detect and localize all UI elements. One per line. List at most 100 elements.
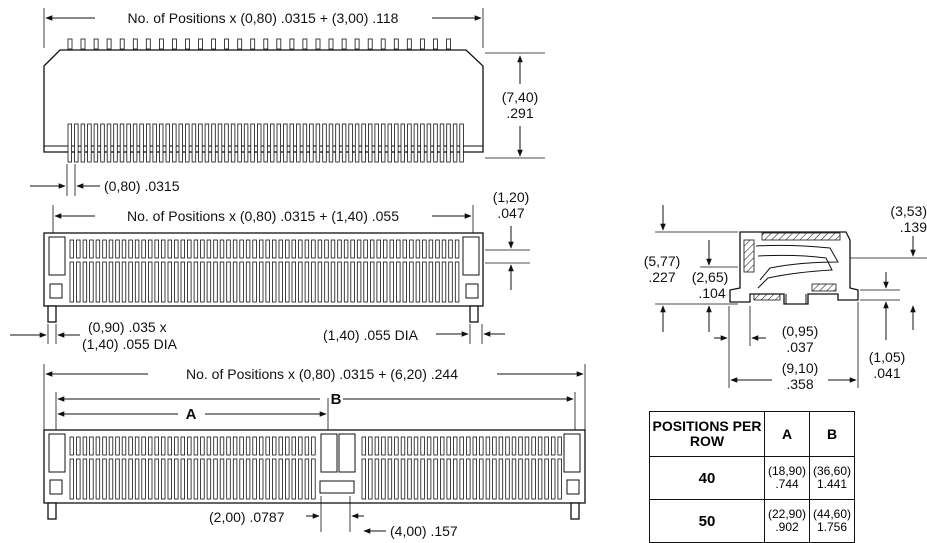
pin	[256, 123, 262, 163]
pin	[337, 261, 342, 303]
pin	[518, 436, 523, 456]
pin	[67, 123, 72, 163]
pin	[439, 436, 445, 456]
pin	[291, 239, 296, 259]
pin	[396, 239, 401, 259]
pin	[544, 436, 549, 456]
pin	[296, 123, 301, 163]
pin	[459, 436, 464, 456]
pin	[200, 458, 205, 500]
pin	[211, 123, 216, 163]
pin	[285, 239, 290, 259]
pin	[263, 123, 268, 163]
pin	[335, 123, 340, 163]
pin	[263, 38, 269, 50]
header-a: A	[764, 411, 810, 457]
pin	[245, 261, 251, 303]
pin	[407, 436, 412, 456]
pin	[154, 458, 159, 500]
pin	[258, 261, 264, 303]
pin	[200, 239, 205, 259]
gap-dim: (4,00) .157	[390, 523, 458, 539]
pin	[452, 436, 458, 456]
a-in: .744	[775, 477, 799, 491]
pin	[174, 458, 179, 500]
pin	[226, 261, 231, 303]
pin	[498, 458, 504, 500]
pin	[187, 458, 192, 500]
pin	[115, 458, 120, 500]
latch-left	[48, 236, 66, 276]
pin	[402, 261, 407, 303]
pin	[152, 123, 157, 163]
pin	[187, 436, 192, 456]
pin	[108, 261, 114, 303]
pitch-dim: (0,80) .0315	[104, 178, 180, 194]
pin	[141, 239, 146, 259]
pin	[420, 436, 425, 456]
pin	[422, 261, 427, 303]
pin	[433, 123, 438, 163]
pin	[147, 239, 153, 259]
peg-dim-line1: (0,90) .035 x	[88, 319, 167, 335]
pin	[239, 458, 244, 500]
pin	[217, 123, 223, 163]
pin	[100, 123, 105, 163]
key-latch-right	[338, 433, 356, 473]
pin	[198, 123, 203, 163]
pin	[324, 239, 329, 259]
pin	[394, 458, 399, 500]
pin	[193, 458, 199, 500]
pin	[505, 458, 510, 500]
top-view: No. of Positions x (0,80) .0315 + (3,00)…	[30, 8, 545, 196]
pin	[322, 123, 327, 163]
pin	[191, 123, 197, 163]
peg-right-top	[566, 479, 580, 495]
pin	[492, 458, 497, 500]
pin	[206, 458, 212, 500]
pin	[134, 261, 140, 303]
pin	[102, 436, 107, 456]
pin	[200, 261, 205, 303]
pin	[446, 123, 451, 163]
pin	[224, 38, 230, 50]
latch-right	[462, 236, 480, 276]
pin	[439, 458, 445, 500]
pin	[276, 123, 281, 163]
pin	[446, 436, 451, 456]
pin	[291, 436, 296, 456]
top-height-mm: (7,40)	[502, 89, 539, 105]
pin	[551, 458, 556, 500]
pin	[285, 261, 290, 303]
pin	[147, 261, 153, 303]
pin	[402, 239, 407, 259]
side-height-total-in: .227	[648, 269, 675, 285]
pin	[80, 123, 86, 163]
pin	[206, 239, 212, 259]
pin	[145, 123, 151, 163]
pin	[374, 123, 379, 163]
pin	[271, 239, 277, 259]
pin	[245, 239, 251, 259]
upper-pin-row	[67, 38, 451, 50]
side-hatch-top	[761, 232, 841, 241]
pin	[237, 123, 242, 163]
pin	[363, 239, 368, 259]
pin	[250, 38, 256, 50]
pin	[317, 261, 323, 303]
pin	[466, 458, 471, 500]
pin	[348, 123, 353, 163]
side-view: (5,77) .227 (2,65) .104 (3,53) .139 (0,9…	[644, 203, 927, 392]
peg-right	[570, 502, 580, 520]
pin	[369, 261, 375, 303]
pin	[102, 261, 107, 303]
pin	[232, 261, 238, 303]
pin	[428, 261, 434, 303]
pin	[343, 239, 349, 259]
pin	[382, 239, 388, 259]
pin	[76, 239, 81, 259]
pin	[167, 261, 172, 303]
pin	[82, 458, 88, 500]
side-foot-in: .037	[786, 339, 813, 355]
